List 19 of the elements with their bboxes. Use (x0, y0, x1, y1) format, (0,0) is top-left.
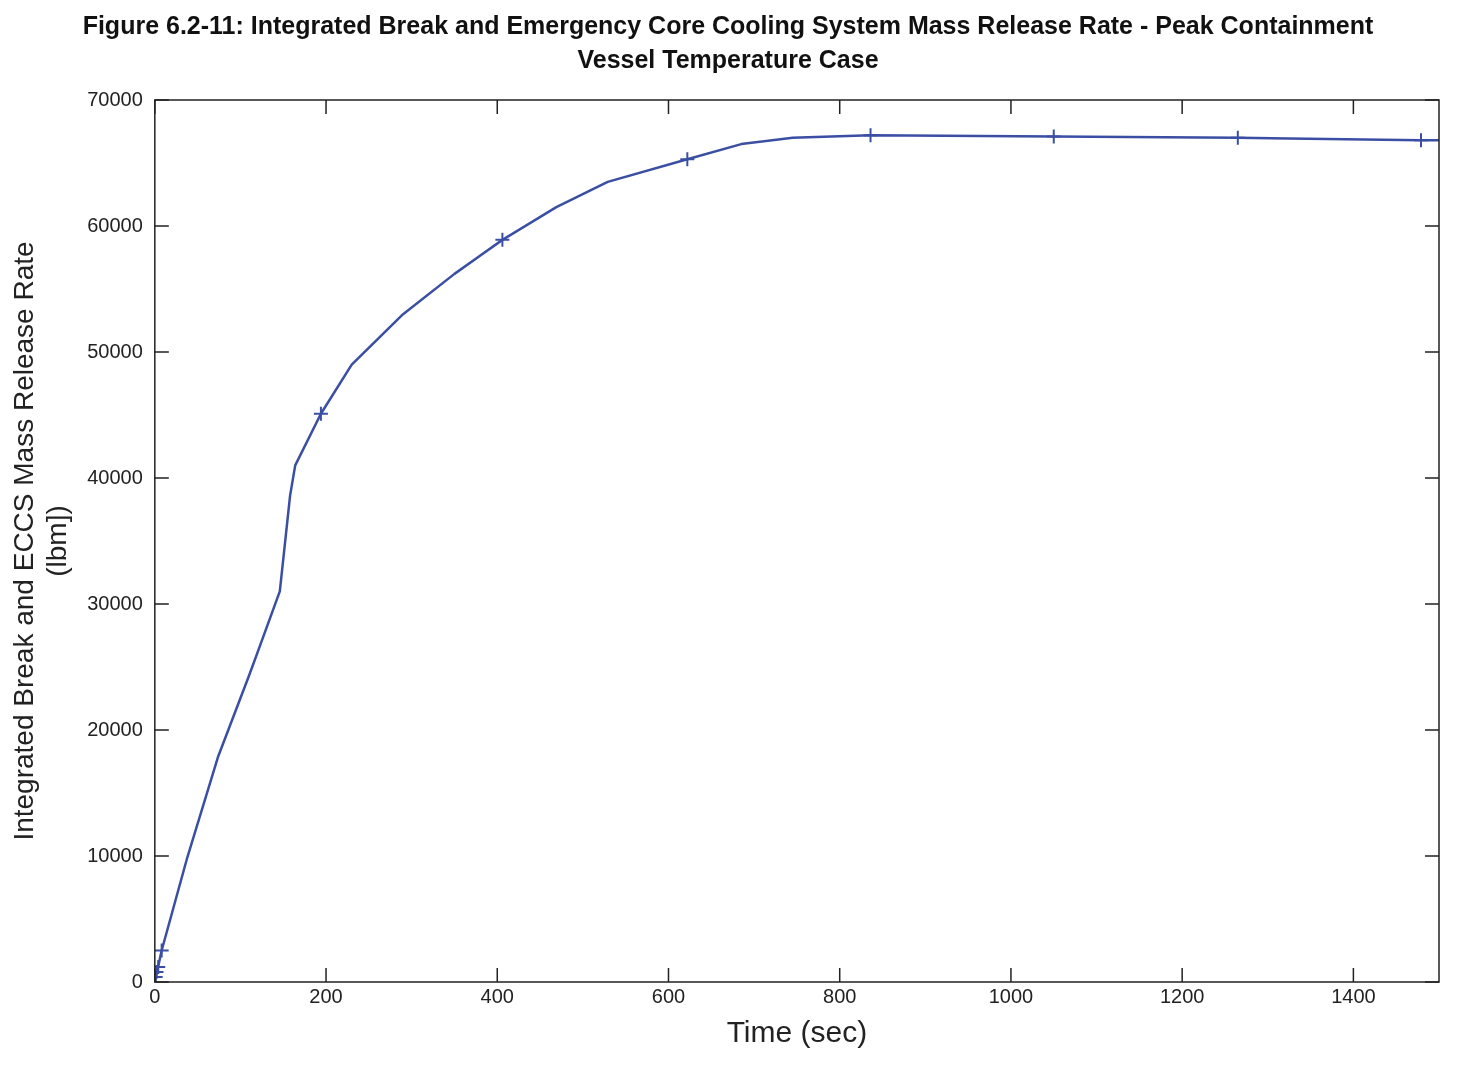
y-tick-label: 70000 (87, 87, 143, 110)
x-tick-label: 1200 (1159, 984, 1205, 1007)
y-axis-title: Integrated Break and ECCS Mass Release Rate (lbm]) (7, 241, 73, 841)
y-tick-label: 0 (131, 969, 143, 992)
x-tick-label: 0 (149, 984, 161, 1007)
x-tick-label: 800 (823, 984, 857, 1007)
y-tick-label: 60000 (87, 213, 143, 236)
x-axis-title: Time (sec) (726, 1015, 868, 1049)
x-tick-label: 600 (651, 984, 686, 1007)
y-tick-label: 50000 (87, 339, 143, 362)
x-tick-label: 200 (309, 984, 343, 1007)
y-tick-label: 10000 (87, 843, 143, 866)
chart-title: Figure 6.2-11: Integrated Break and Emergency Core Cooling System Mass Release Rate - Peak Containment Vessel Temperature Case (81, 10, 1375, 75)
y-tick-label: 30000 (87, 591, 143, 614)
x-tick-label: 400 (480, 984, 514, 1007)
y-tick-label: 20000 (87, 717, 143, 740)
y-tick-label: 40000 (87, 465, 143, 488)
x-tick-label: 1400 (1331, 984, 1376, 1007)
x-tick-label: 1000 (988, 984, 1034, 1007)
